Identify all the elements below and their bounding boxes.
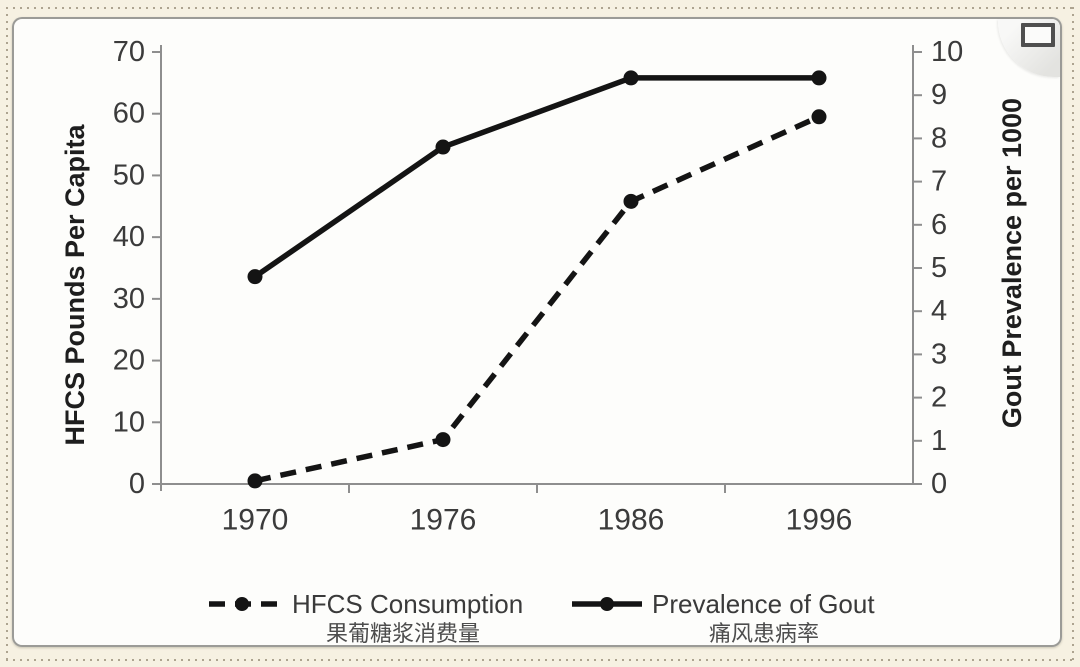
x-axis-category-label: 1976 [410, 504, 477, 537]
left-axis-tick-label: 40 [113, 221, 145, 253]
dotted-frame-right [1072, 7, 1074, 660]
right-axis-tick-label: 8 [931, 122, 947, 154]
expand-rectangle-icon[interactable] [1021, 23, 1055, 47]
data-point-marker [435, 139, 451, 155]
right-axis-tick-label: 5 [931, 252, 947, 284]
right-axis-tick-label: 3 [931, 338, 947, 370]
data-point-marker [623, 193, 639, 209]
chart-panel: 0 10 20 30 40 50 60 70 0 1 2 3 4 5 6 7 8 9 10 1970 1976 1986 1… [12, 17, 1062, 647]
data-point-marker [811, 109, 827, 125]
legend-item-prevalence-of-gout: Prevalence of Gout [570, 588, 875, 619]
data-point-marker [247, 473, 263, 489]
series-line-gout [253, 75, 819, 279]
dotted-frame-bottom [6, 659, 1074, 661]
data-point-marker [247, 269, 263, 285]
right-axis-tick-label: 7 [931, 166, 947, 198]
legend-label: Prevalence of Gout [652, 588, 875, 619]
dual-axis-line-chart: 0 10 20 30 40 50 60 70 0 1 2 3 4 5 6 7 8 9 10 1970 1976 1986 1… [60, 36, 1027, 537]
left-axis-tick-label: 70 [113, 36, 145, 68]
x-axis-category-label: 1970 [222, 504, 289, 537]
right-axis-title: Gout Prevalence per 1000 [997, 98, 1027, 428]
data-point-marker [435, 432, 451, 448]
right-axis-tick-label: 6 [931, 209, 947, 241]
legend-label: HFCS Consumption [292, 588, 524, 619]
legend-item-hfcs-consumption: HFCS Consumption [208, 588, 524, 619]
left-axis-tick-label: 20 [113, 345, 145, 377]
dotted-frame-left [6, 7, 8, 660]
legend-label-zh: 果葡糖浆消费量 [325, 621, 481, 646]
corner-control[interactable] [998, 19, 1060, 77]
data-point-marker [623, 70, 639, 86]
left-axis-tick-label: 60 [113, 98, 145, 130]
right-axis-tick-label: 4 [931, 295, 947, 327]
data-point-marker [811, 70, 827, 86]
dotted-frame-top [6, 7, 1074, 9]
right-axis-tick-label: 1 [931, 425, 947, 457]
series-line-hfcs [254, 114, 821, 484]
dashed-line-marker-icon [209, 597, 284, 611]
right-axis-tick-label: 10 [931, 36, 963, 68]
left-axis-tick-label: 0 [129, 468, 145, 500]
solid-line-marker-icon [572, 597, 642, 611]
left-axis-tick-label: 50 [113, 159, 145, 191]
right-axis-tick-label: 9 [931, 79, 947, 111]
x-axis-category-label: 1996 [786, 504, 853, 537]
x-axis-category-label: 1986 [598, 504, 665, 537]
right-axis-tick-label: 2 [931, 382, 947, 414]
right-axis-tick-label: 0 [931, 468, 947, 500]
left-axis-tick-label: 10 [113, 406, 145, 438]
legend-label-zh: 痛风患病率 [708, 621, 820, 646]
left-axis-tick-label: 30 [113, 283, 145, 315]
left-axis-title: HFCS Pounds Per Capita [60, 123, 90, 445]
